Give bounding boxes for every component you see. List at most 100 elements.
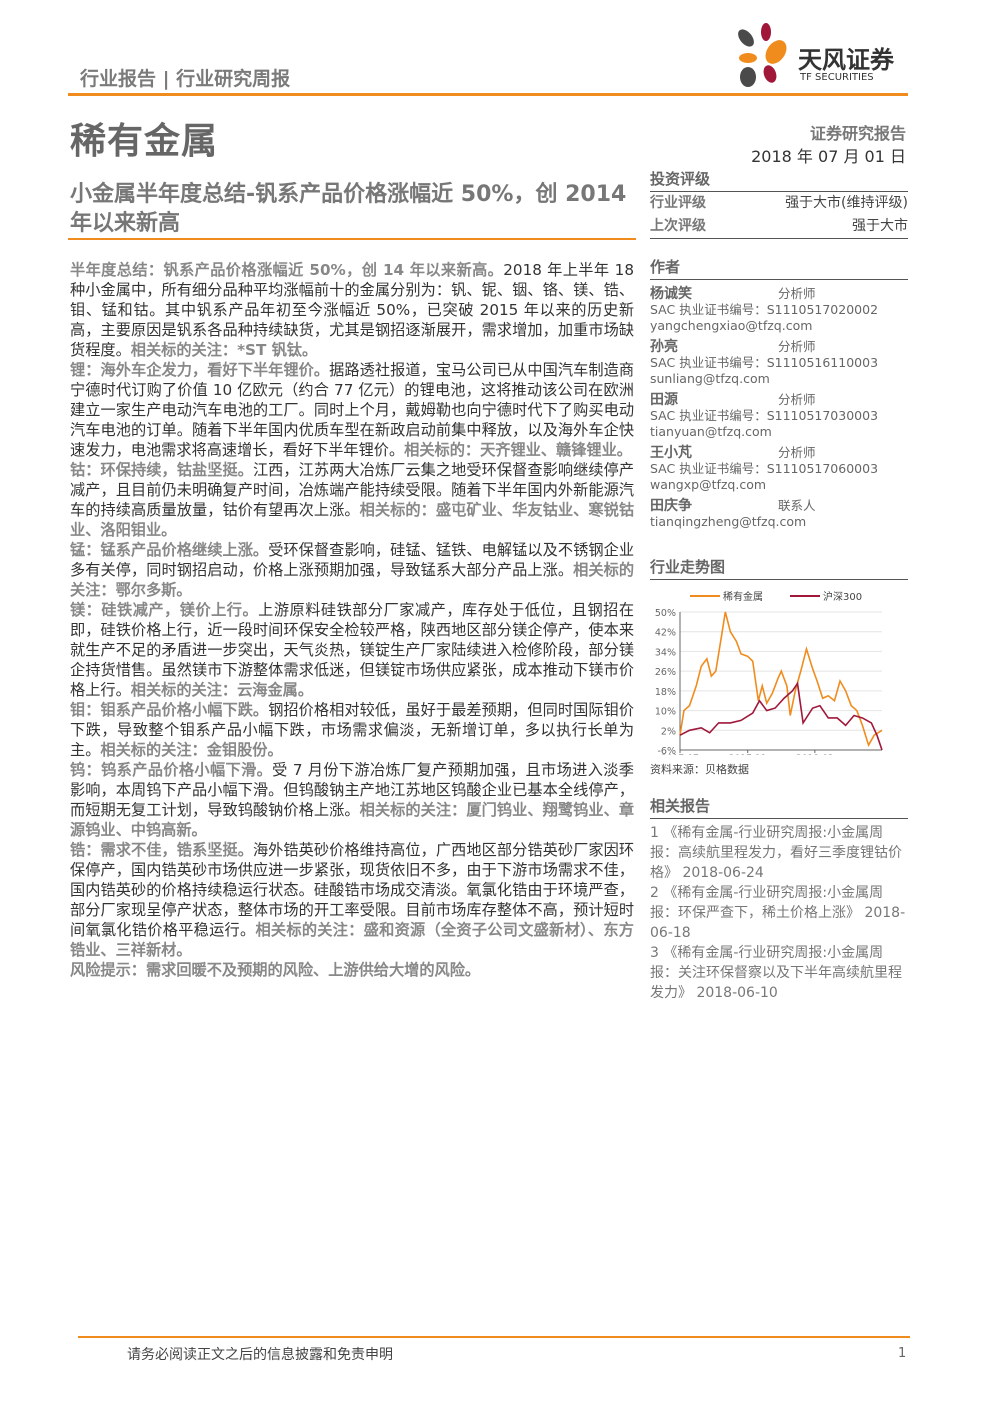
body-paragraph: 钼：钼系产品价格小幅下跌。钢招价格相对较低，虽好于最差预期，但同时国际钼价下跌，…: [70, 700, 634, 760]
sector-title: 稀有金属: [70, 121, 219, 162]
report-category: 行业报告 | 行业研究周报: [80, 68, 291, 90]
report-body: 半年度总结：钒系产品价格涨幅近 50%，创 14 年以来新高。2018 年上半年…: [70, 260, 634, 980]
paragraph-tail: 相关标的：盛屯矿业、华友钴业、寒锐钴业、洛阳钼业。: [70, 501, 635, 539]
author-role: 分析师: [778, 392, 816, 407]
author-entry: 田源 分析师 SAC 执业证书编号：S1110517030003 tianyuan@t…: [650, 392, 908, 440]
author-name: 孙亮: [650, 339, 678, 355]
body-paragraph: 锰：锰系产品价格继续上涨。受环保督查影响，硅锰、锰铁、电解锰以及不锈钢企业多有关…: [70, 540, 634, 600]
paragraph-tail: 相关标的关注：云海金属。: [130, 681, 313, 699]
paragraph-lead: 风险提示：: [70, 961, 146, 979]
body-paragraph: 钴：环保持续，钴盐坚挺。江西，江苏两大冶炼厂云集之地受环保督查影响继续停产减产，…: [70, 460, 634, 540]
report-type: 证券研究报告: [809, 124, 906, 143]
trend-heading: 行业走势图: [650, 556, 908, 580]
y-tick-label: 34%: [655, 647, 676, 658]
paragraph-text: 海外锆英砂价格维持高位，广西地区部分锆英砂厂家因环保停产，国内锆英砂市场供应进一…: [70, 841, 635, 939]
author-cert: SAC 执业证书编号：S1110516110003: [650, 355, 879, 370]
authors-heading: 作者: [650, 256, 908, 280]
body-paragraph: 风险提示：需求回暖不及预期的风险、上游供给大增的风险。: [70, 960, 634, 980]
paragraph-lead: 钴：环保持续，钴盐坚挺。: [70, 461, 253, 479]
disclaimer-text: 请务必阅读正文之后的信息披露和免责申明: [127, 1347, 393, 1363]
related-report-title: 3 《稀有金属-行业研究周报:小金属周报：关注环保督察以及下半年高续航里程发力》: [650, 945, 902, 1001]
x-tick-label: 2017-11: [729, 754, 767, 755]
report-title: 小金属半年度总结-钒系产品价格涨幅近 50%，创 2014 年以来新高: [70, 182, 627, 236]
authors-section: 作者 杨诚笑 分析师 SAC 执业证书编号：S1110517020002 yangch…: [650, 256, 908, 535]
rating-value: 强于大市(维持评级): [785, 195, 908, 211]
chart-source: 资料来源：贝格数据: [650, 763, 749, 776]
body-paragraph: 钨：钨系产品价格小幅下滑。受 7 月份下游冶炼厂复产预期加强，且市场进入淡季影响…: [70, 760, 634, 840]
author-email[interactable]: yangchengxiao@tfzq.com: [650, 318, 813, 333]
y-tick-label: -6%: [658, 746, 677, 755]
industry-trend-chart: 50% 42% 34% 26% 18% 10% 2% -6%2017-07 2017-11 201…: [655, 590, 883, 764]
x-tick-label: 2017-07: [661, 754, 699, 755]
paragraph-tail: 需求回暖不及预期的风险、上游供给大增的风险。: [145, 961, 481, 979]
author-entry: 杨诚笑 分析师 SAC 执业证书编号：S1110517020002 yangcheng…: [650, 286, 908, 334]
rating-row: 上次评级 强于大市: [650, 215, 908, 239]
paragraph-lead: 锂：海外车企发力，看好下半年锂价。: [70, 361, 330, 379]
rating-heading: 投资评级: [650, 168, 908, 192]
series-line-0: [679, 611, 883, 748]
body-paragraph: 镁：硅铁减产，镁价上行。上游原料硅铁部分厂家减产，库存处于低位，且钢招在即，硅铁…: [70, 600, 634, 700]
paragraph-tail: 相关标的关注：鄂尔多斯。: [70, 561, 635, 599]
paragraph-tail: 相关标的关注：金钼股份。: [100, 741, 283, 759]
trend-section: 行业走势图 50% 42% 34% 26% 18% 10% 2% -6%2017-07 2017…: [650, 556, 908, 777]
y-tick-label: 10%: [655, 707, 676, 718]
y-tick-label: 42%: [655, 628, 676, 639]
author-entry: 王小芃 分析师 SAC 执业证书编号：S1110517060003 wangxp@tf…: [650, 445, 908, 493]
paragraph-text: 江西，江苏两大冶炼厂云集之地受环保督查影响继续停产减产，且目前仍未明确复产时间，…: [70, 461, 635, 519]
y-tick-label: 18%: [655, 687, 676, 698]
author-email[interactable]: sunliang@tfzq.com: [650, 371, 770, 386]
paragraph-lead: 钨：钨系产品价格小幅下滑。: [70, 761, 273, 779]
tf-securities-logo: 天风证券 TF SECURITIES: [732, 22, 912, 92]
paragraph-tail: 相关标的：天齐锂业、赣锋锂业。: [404, 441, 632, 459]
x-tick-label: 2018-03: [796, 754, 834, 755]
y-tick-label: 50%: [655, 608, 676, 619]
paragraph-text: 2018 年上半年 18 种小金属中，所有细分品种平均涨幅前十的金属分别为：钒、…: [70, 261, 634, 359]
author-role: 分析师: [778, 339, 816, 354]
paragraph-tail: 相关标的关注：盛和资源（全资子公司文盛新材）、东方锆业、三祥新材。: [70, 921, 634, 959]
footer-divider: [78, 1336, 910, 1338]
author-role: 分析师: [778, 286, 816, 301]
paragraph-lead: 钼：钼系产品价格小幅下跌。: [70, 701, 269, 719]
header-divider: [68, 93, 908, 96]
author-role: 联系人: [778, 498, 816, 513]
rating-key: 行业评级: [650, 195, 706, 211]
author-email[interactable]: tianqingzheng@tfzq.com: [650, 514, 807, 529]
author-name: 田庆争: [650, 498, 692, 514]
paragraph-text: 钢招价格相对较低，虽好于最差预期，但同时国际钼价下跌，导致整个钼系产品小幅下跌，…: [70, 701, 635, 759]
series-line-1: [679, 681, 883, 751]
paragraph-lead: 锰：锰系产品价格继续上涨。: [70, 541, 269, 559]
author-name: 杨诚笑: [650, 286, 692, 302]
author-name: 田源: [650, 392, 678, 408]
related-heading: 相关报告: [650, 795, 908, 819]
paragraph-text: 据路透社报道，宝马公司已从中国汽车制造商宁德时代订购了价值 10 亿欧元（约合 …: [70, 361, 635, 459]
related-report-date: 2018-06-10: [696, 985, 778, 1001]
legend-label: 沪深300: [823, 590, 862, 603]
author-email[interactable]: tianyuan@tfzq.com: [650, 424, 772, 439]
paragraph-text: 上游原料硅铁部分厂家减产，库存处于低位，且钢招在即，硅铁价格上行，近一段时间环保…: [70, 601, 635, 699]
rating-row: 行业评级 强于大市(维持评级): [650, 192, 908, 215]
author-cert: SAC 执业证书编号：S1110517020002: [650, 302, 879, 317]
y-tick-label: 26%: [655, 667, 676, 678]
body-paragraph: 半年度总结：钒系产品价格涨幅近 50%，创 14 年以来新高。2018 年上半年…: [70, 260, 634, 360]
rating-section: 投资评级 行业评级 强于大市(维持评级) 上次评级 强于大市: [650, 168, 908, 239]
rating-key: 上次评级: [650, 218, 706, 234]
author-email[interactable]: wangxp@tfzq.com: [650, 477, 767, 492]
related-report-date: 2018-06-24: [682, 865, 764, 881]
paragraph-tail: 相关标的关注：厦门钨业、翔鹭钨业、章源钨业、中钨高新。: [70, 801, 635, 839]
related-report-link[interactable]: 1 《稀有金属-行业研究周报:小金属周报：高续航里程发力，看好三季度锂钴价格》 …: [650, 823, 908, 883]
legend-label: 稀有金属: [723, 590, 763, 603]
report-date: 2018 年 07 月 01 日: [751, 147, 906, 166]
logo-petals-icon: [738, 23, 787, 87]
paragraph-text: 受 7 月份下游冶炼厂复产预期加强，且市场进入淡季影响，本周钨下产品小幅下滑。但…: [70, 761, 634, 819]
author-cert: SAC 执业证书编号：S1110517030003: [650, 408, 879, 423]
logo-text: 天风证券: [798, 46, 894, 74]
paragraph-lead: 镁：硅铁减产，镁价上行。: [70, 601, 259, 619]
body-paragraph: 锆：需求不佳，锆系坚挺。海外锆英砂价格维持高位，广西地区部分锆英砂厂家因环保停产…: [70, 840, 634, 960]
related-report-link[interactable]: 3 《稀有金属-行业研究周报:小金属周报：关注环保督察以及下半年高续航里程发力》…: [650, 943, 908, 1003]
paragraph-lead: 锆：需求不佳，锆系坚挺。: [70, 841, 253, 859]
author-name: 王小芃: [650, 445, 692, 461]
author-cert: SAC 执业证书编号：S1110517060003: [650, 461, 879, 476]
author-role: 分析师: [778, 445, 816, 460]
y-tick-label: 2%: [661, 726, 676, 737]
related-report-link[interactable]: 2 《稀有金属-行业研究周报:小金属周报：环保严查下，稀土价格上涨》 2018-…: [650, 883, 908, 943]
